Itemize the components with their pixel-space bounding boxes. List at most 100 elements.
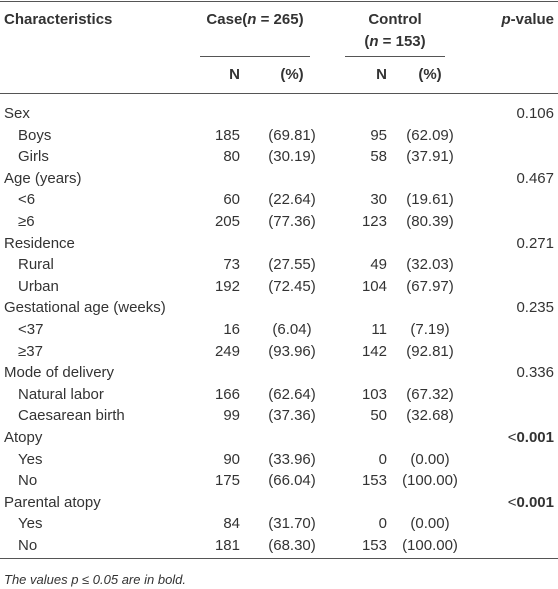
cell: (7.19)	[410, 321, 450, 338]
cell: 90	[223, 450, 240, 468]
cell: (37.91)	[406, 148, 454, 166]
cell: (67.97)	[406, 277, 454, 295]
text: (	[364, 33, 370, 50]
footnote: The values p ≤ 0.05 are in bold.	[4, 572, 187, 587]
cell: 58	[370, 148, 387, 166]
cell: 142	[361, 342, 387, 360]
row-label: ≥6	[18, 213, 35, 230]
text: -value	[510, 11, 554, 28]
text: n	[369, 33, 379, 50]
text: = 153)	[378, 33, 426, 50]
cell: 123	[361, 213, 387, 230]
row-label: No	[18, 472, 38, 490]
cell: (0.00)	[410, 515, 450, 533]
cell: 103	[361, 385, 387, 403]
cell: (92.81)	[406, 342, 454, 360]
p-value: <0.001	[508, 494, 554, 512]
top-rule	[0, 1, 558, 2]
p-number: 0.235	[516, 299, 554, 317]
cell: 181	[214, 537, 240, 554]
cell: (37.36)	[268, 407, 316, 425]
cell: (66.04)	[268, 472, 316, 490]
cell: 50	[370, 407, 387, 425]
p-value: 0.336	[516, 364, 554, 382]
p-value: 0.106	[516, 105, 554, 123]
group-label: Age (years)	[4, 169, 82, 187]
cell: (32.68)	[406, 407, 454, 425]
p-number: 0.467	[516, 169, 554, 187]
p-value: 0.235	[516, 299, 554, 317]
group-label: Atopy	[4, 429, 43, 446]
cell: 153	[361, 537, 387, 554]
cell: (80.39)	[406, 213, 454, 230]
cell: 0	[378, 515, 387, 533]
header-case: Case(n = 265)	[195, 11, 315, 29]
row-label: Caesarean birth	[18, 407, 125, 425]
cell: 249	[214, 342, 240, 360]
cell: (19.61)	[406, 191, 454, 209]
header-control: Control	[368, 11, 422, 28]
cell: (72.45)	[268, 277, 316, 295]
cell: (93.96)	[268, 342, 316, 360]
row-label: <6	[18, 191, 36, 209]
text: n	[247, 11, 257, 28]
cell: (30.19)	[268, 148, 316, 166]
text: = 265)	[256, 11, 304, 28]
row-label: No	[18, 537, 38, 554]
case-rule	[200, 56, 310, 57]
cell: 0	[378, 450, 387, 468]
bottom-rule	[0, 558, 558, 559]
row-label: Girls	[18, 148, 49, 166]
cell: 166	[214, 385, 240, 403]
cell: 175	[214, 472, 240, 490]
cell: 153	[361, 472, 387, 490]
cell: 205	[214, 213, 240, 230]
cell: (32.03)	[406, 256, 454, 274]
cell: (68.30)	[268, 537, 316, 554]
cell: (67.32)	[406, 385, 454, 403]
subheader: N	[376, 66, 387, 83]
cell: (22.64)	[268, 191, 316, 209]
p-value: 0.467	[516, 170, 554, 188]
row-label: Yes	[18, 515, 43, 533]
cell: 16	[223, 321, 240, 338]
header-control-n: (n = 153)	[340, 33, 450, 51]
row-label: Rural	[18, 256, 54, 274]
subheader: (%)	[280, 66, 304, 83]
subheader: (%)	[418, 66, 442, 83]
group-label: Gestational age (weeks)	[4, 299, 166, 317]
header-rule	[0, 93, 558, 94]
cell: (6.04)	[272, 321, 312, 338]
cell: (0.00)	[410, 450, 450, 468]
row-label: Boys	[18, 126, 52, 144]
p-value: <0.001	[508, 429, 554, 447]
cell: 99	[223, 407, 240, 425]
cell: (69.81)	[268, 126, 316, 144]
cell: 73	[223, 256, 240, 274]
group-label: Sex	[4, 105, 30, 122]
cell: 104	[361, 277, 387, 295]
p-prefix: <	[507, 493, 517, 511]
row-label: Yes	[18, 450, 43, 468]
p-number: 0.106	[516, 105, 554, 122]
subheader: N	[229, 66, 240, 83]
row-label: ≥37	[18, 342, 43, 360]
cell: 80	[223, 148, 240, 166]
cell: 192	[214, 277, 240, 295]
cell: 49	[370, 256, 387, 274]
cell: 11	[371, 321, 387, 338]
row-label: Urban	[18, 277, 59, 295]
cell: (27.55)	[268, 256, 316, 274]
row-label: <37	[18, 321, 44, 338]
p-number: 0.001	[516, 429, 554, 446]
cell: (100.00)	[402, 472, 458, 490]
p-number: 0.271	[516, 234, 554, 252]
cell: 60	[223, 191, 240, 209]
header-characteristics: Characteristics	[4, 11, 113, 28]
cell: 30	[370, 191, 387, 209]
text: p	[501, 11, 511, 28]
cell: (31.70)	[268, 515, 316, 533]
group-label: Mode of delivery	[4, 364, 115, 382]
cell: (100.00)	[402, 537, 458, 554]
